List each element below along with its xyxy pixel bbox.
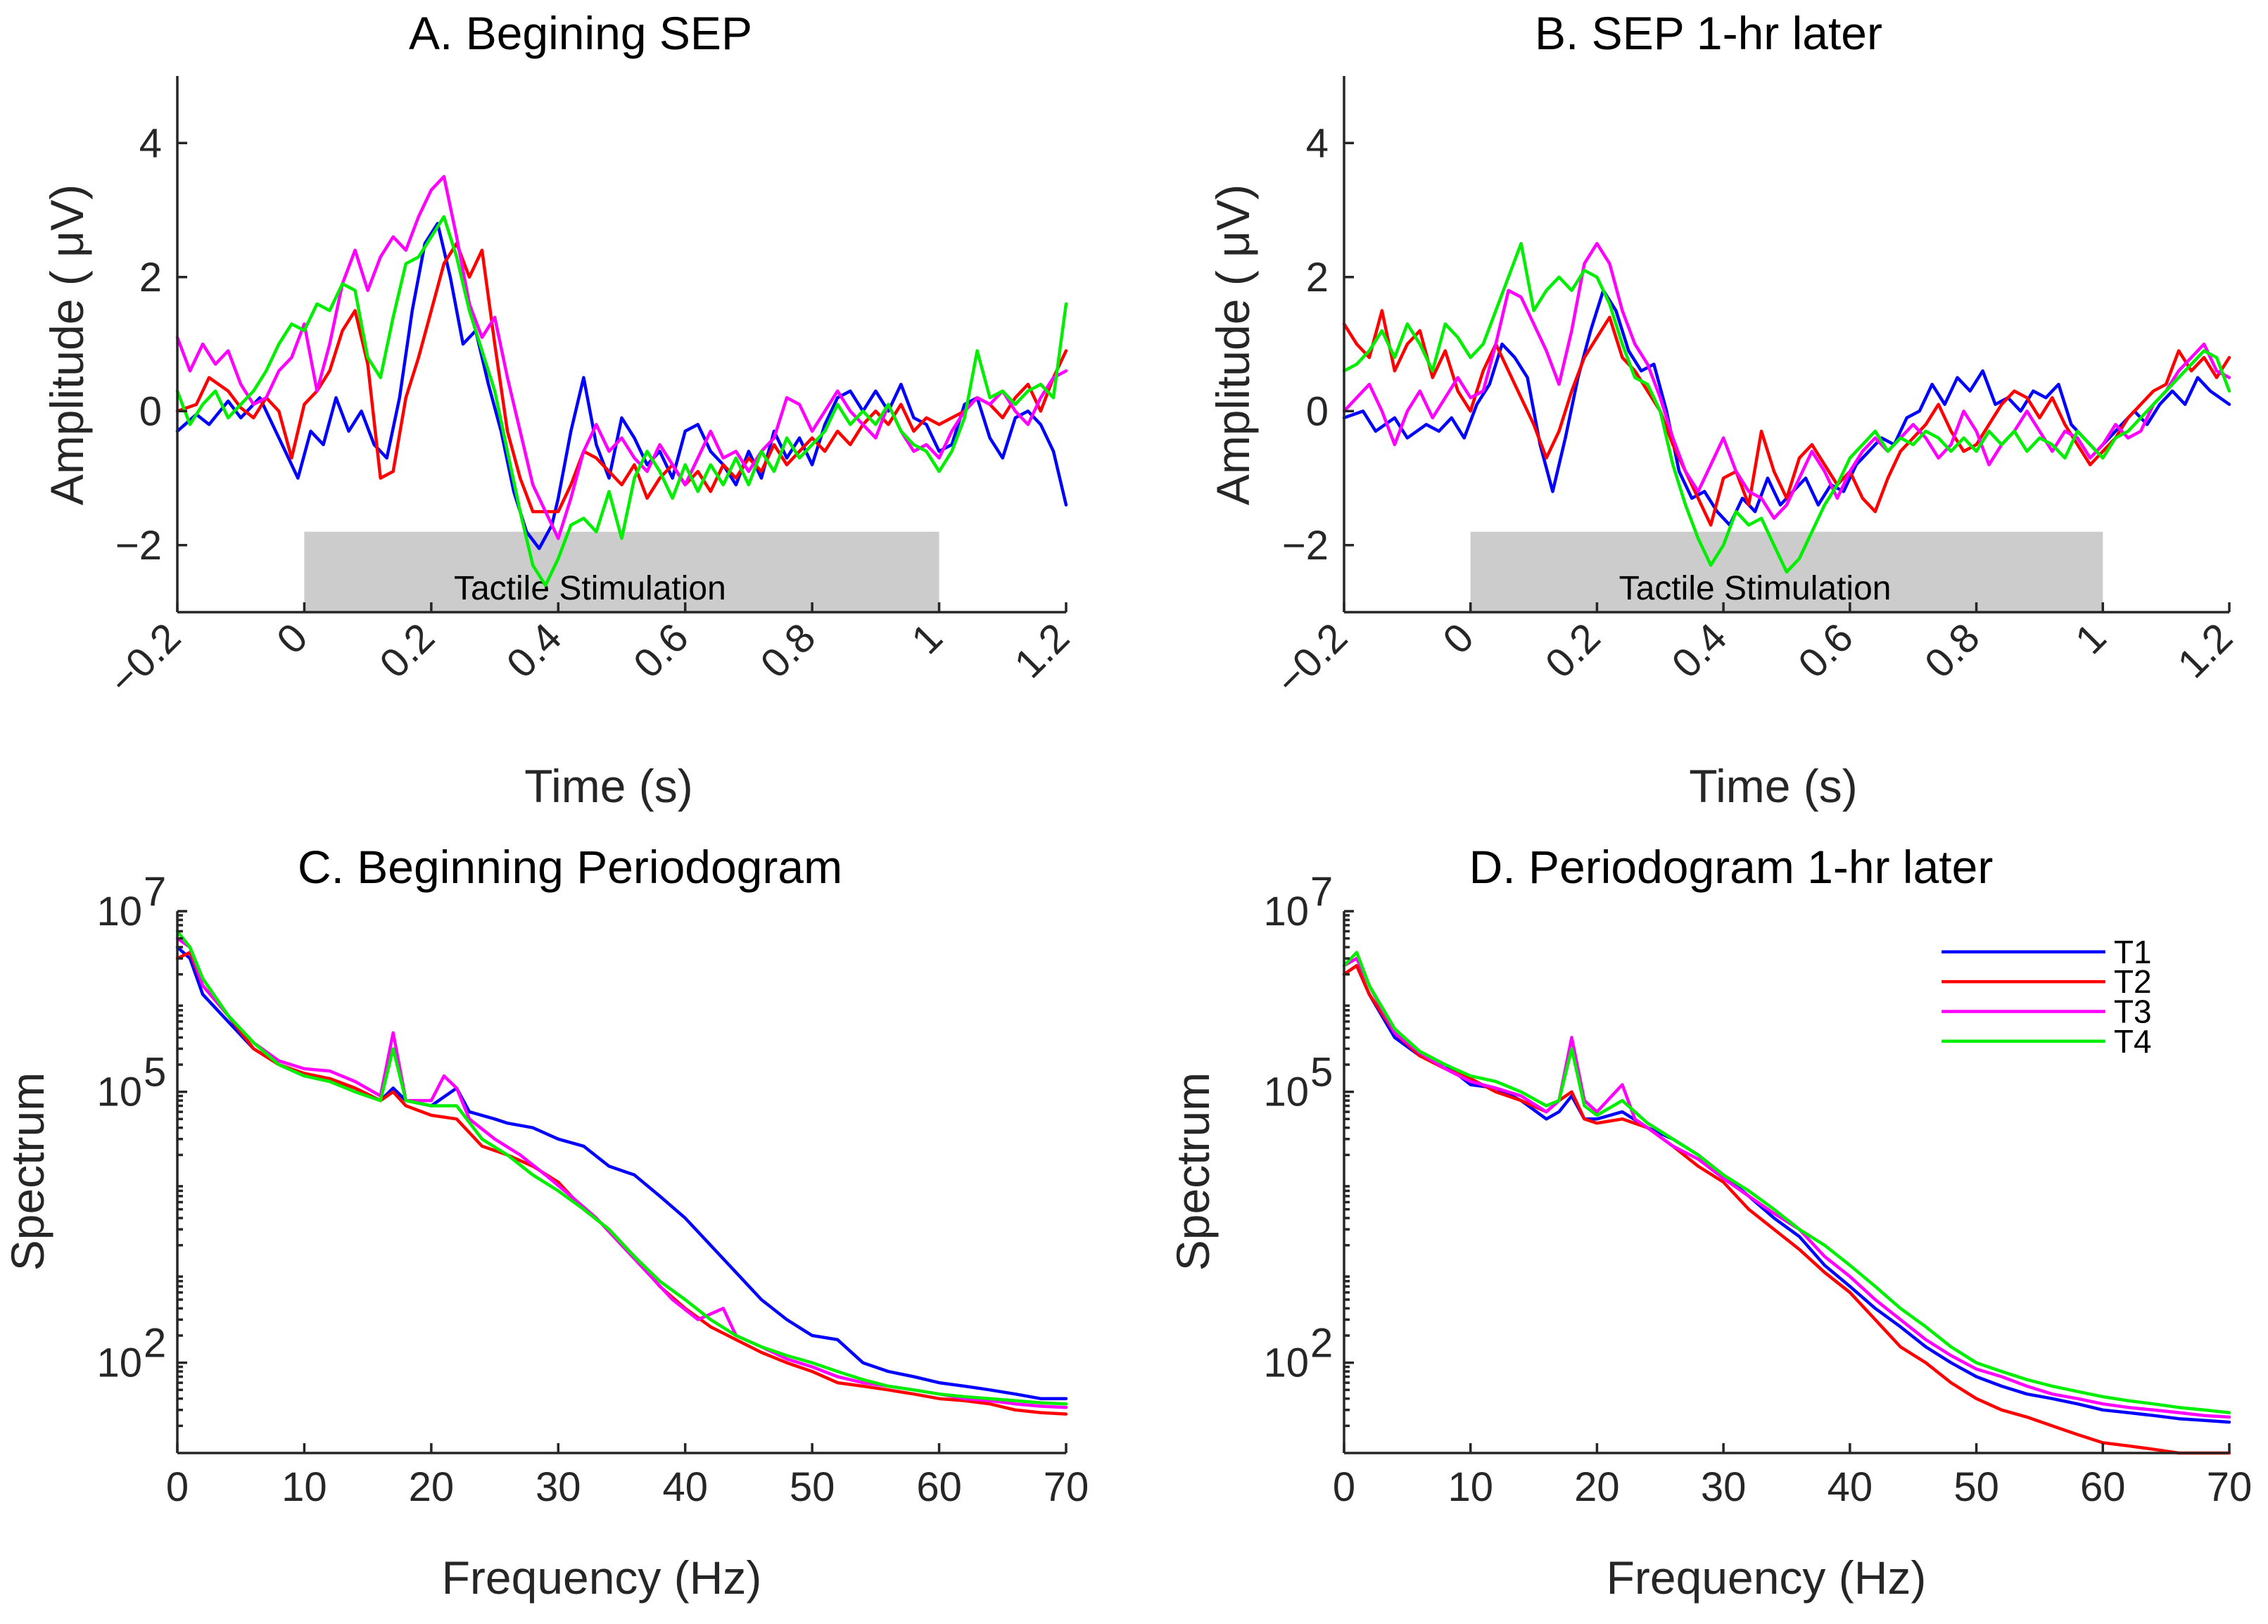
panel-b-xtick-label: 0.2 (1537, 614, 1609, 687)
panel-b-series-t4 (1342, 241, 2231, 574)
panel-c-ytick-label: 10 (96, 889, 142, 934)
panel-c-xtick-label: 60 (916, 1464, 962, 1510)
panel-a-ytick-label: −2 (115, 523, 162, 569)
panel-a-ytick-label: 2 (139, 255, 162, 300)
panel-a-plot-area: Tactile Stimulation −0.2 0 0.2 0.4 0.6 0.8 1 1.2… (100, 76, 1078, 704)
panel-d-ytick-label: 10 (1263, 1070, 1309, 1115)
panel-d-ytick-exponent: 2 (1310, 1321, 1333, 1366)
panel-b-ytick-label: 0 (1306, 388, 1329, 434)
panel-d-legend-label-t1: T1 (2114, 934, 2152, 970)
panel-d-ylabel: Spectrum (1167, 1072, 1219, 1271)
panel-a-xtick-label: 0.6 (625, 614, 697, 687)
panel-a-series-t2 (175, 241, 1068, 514)
panel-b-series-t3 (1342, 241, 2231, 520)
panel-c-ytick-label: 10 (96, 1340, 142, 1386)
panel-d-ytick-label: 10 (1263, 889, 1309, 934)
panel-d-series-t1 (1342, 964, 2231, 1424)
panel-b: B. SEP 1-hr later Tactile Stimulation −0.… (1207, 7, 2241, 812)
panel-d-legend-label-t4: T4 (2114, 1023, 2152, 1060)
panel-d-xtick-label: 60 (2080, 1464, 2126, 1510)
panel-a-xtick-label: 0.8 (752, 614, 824, 687)
panel-a-stimulus-label: Tactile Stimulation (454, 570, 726, 607)
panel-c-ylabel: Spectrum (1, 1072, 53, 1271)
panel-b-title: B. SEP 1-hr later (1535, 7, 1882, 59)
panel-d-ytick-exponent: 5 (1310, 1050, 1333, 1096)
panel-b-xlabel: Time (s) (1689, 760, 1858, 812)
panel-a-xtick-label: −0.2 (100, 614, 189, 704)
panel-d-xtick-label: 50 (1953, 1464, 1999, 1510)
panel-a-series-t3 (175, 175, 1068, 540)
panel-a-ylabel: Amplitude ( μV) (41, 184, 93, 505)
panel-b-xtick-label: 1.2 (2169, 614, 2241, 687)
panel-c-xtick-label: 0 (166, 1464, 189, 1510)
panel-c-ytick-exponent: 7 (144, 869, 166, 915)
panel-c-series-t3 (175, 937, 1068, 1409)
panel-c-ytick-label: 10 (96, 1070, 142, 1115)
panel-c: C. Beginning Periodogram 0 10 20 30 40 50 60 70… (1, 841, 1089, 1604)
panel-b-xtick-label: 1 (2067, 614, 2115, 663)
panel-b-xtick-label: 0.8 (1916, 614, 1989, 687)
panel-a-title: A. Begining SEP (409, 7, 752, 59)
panel-c-xtick-label: 20 (409, 1464, 455, 1510)
panel-b-xtick-label: 0.6 (1789, 614, 1862, 687)
panel-d-series-t2 (1342, 964, 2231, 1455)
panel-c-ytick-exponent: 5 (144, 1050, 166, 1096)
panel-b-ytick-label: 4 (1306, 120, 1329, 166)
panel-a-xlabel: Time (s) (524, 760, 693, 812)
panel-d-xtick-label: 20 (1574, 1464, 1620, 1510)
panel-d-ytick-exponent: 7 (1310, 869, 1333, 915)
panel-a-xtick-label: 1 (903, 614, 951, 663)
panel-c-xtick-label: 50 (790, 1464, 835, 1510)
panel-d-xtick-label: 10 (1447, 1464, 1493, 1510)
panel-a-ytick-label: 4 (139, 120, 162, 166)
panel-b-series-t2 (1342, 309, 2231, 527)
panel-b-plot-area: Tactile Stimulation −0.2 0 0.2 0.4 0.6 0.8 1 1.2… (1267, 76, 2241, 704)
panel-b-xtick-label: −0.2 (1267, 614, 1356, 704)
panel-c-xtick-label: 70 (1044, 1464, 1089, 1510)
panel-d-xlabel: Frequency (Hz) (1607, 1552, 1927, 1604)
panel-d-xtick-label: 70 (2207, 1464, 2253, 1510)
panel-d: D. Periodogram 1-hr later 0 10 20 30 40 50 60 7… (1167, 841, 2252, 1604)
panel-b-xtick-label: 0 (1434, 614, 1483, 663)
panel-a-xtick-label: 0 (268, 614, 317, 663)
panel-a-series-t1 (175, 222, 1068, 550)
panel-a-xtick-label: 0.2 (371, 614, 443, 687)
panel-b-ytick-label: −2 (1282, 523, 1329, 569)
panel-a-series-t4 (175, 215, 1068, 588)
panel-d-legend-label-t2: T2 (2114, 963, 2152, 1000)
panel-a-xtick-label: 0.4 (498, 614, 570, 687)
panel-d-xtick-label: 0 (1333, 1464, 1355, 1510)
panel-c-xtick-label: 30 (536, 1464, 581, 1510)
panel-d-title: D. Periodogram 1-hr later (1469, 841, 1994, 893)
panel-b-series-t1 (1342, 288, 2231, 527)
panel-b-ylabel: Amplitude ( μV) (1207, 184, 1259, 505)
panel-c-series-t4 (175, 930, 1068, 1406)
panel-d-ytick-label: 10 (1263, 1340, 1309, 1386)
panel-a-xtick-label: 1.2 (1006, 614, 1078, 687)
panel-c-xlabel: Frequency (Hz) (442, 1552, 762, 1604)
panel-c-xtick-label: 10 (281, 1464, 327, 1510)
panel-b-stimulus-label: Tactile Stimulation (1619, 570, 1892, 607)
panel-a: A. Begining SEP Tactile Stimulation −0.2 0… (41, 7, 1078, 812)
panel-c-title: C. Beginning Periodogram (298, 841, 842, 893)
panel-d-series-t3 (1342, 956, 2231, 1419)
panel-b-ytick-label: 2 (1306, 255, 1329, 300)
panel-a-stimulus-bar (304, 531, 939, 612)
panel-c-xtick-label: 40 (662, 1464, 708, 1510)
panel-d-xtick-label: 30 (1701, 1464, 1747, 1510)
panel-d-legend-label-t3: T3 (2114, 993, 2152, 1029)
panel-c-ytick-exponent: 2 (144, 1321, 166, 1366)
panel-c-series-t1 (175, 945, 1068, 1400)
panel-a-ytick-label: 0 (139, 388, 162, 434)
panel-c-series-t2 (175, 951, 1068, 1416)
panel-b-xtick-label: 0.4 (1663, 614, 1735, 687)
panel-d-series-t4 (1342, 951, 2231, 1414)
panel-d-xtick-label: 40 (1827, 1464, 1873, 1510)
